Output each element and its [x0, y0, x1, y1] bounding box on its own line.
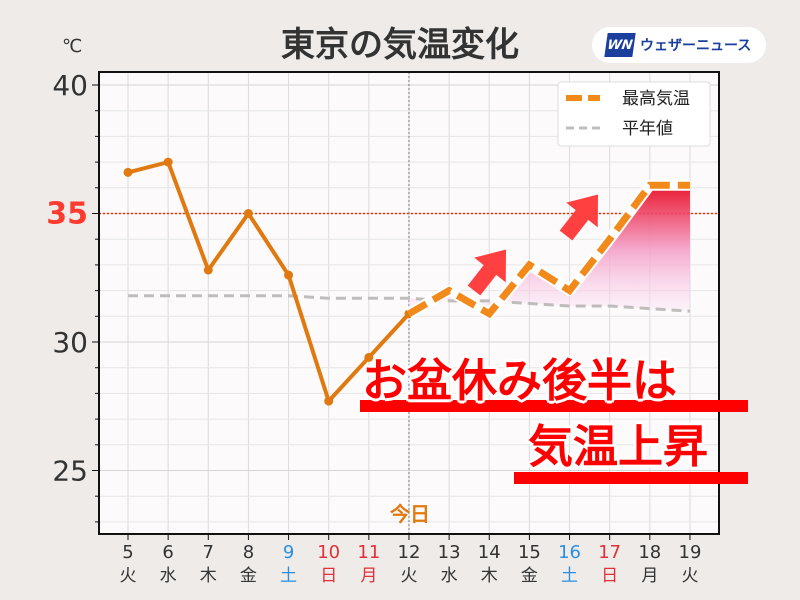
y-tick-label: 35: [46, 197, 88, 232]
x-weekday-label: 土: [280, 566, 297, 586]
observed-point: [243, 209, 253, 218]
x-weekday-label: 火: [400, 566, 417, 586]
x-weekday-label: 土: [561, 566, 578, 586]
x-tick-label: 8: [243, 542, 254, 563]
normal-temperature-line: [128, 294, 691, 313]
x-tick-label: 13: [438, 542, 461, 563]
x-tick-label: 7: [203, 542, 214, 563]
observed-point: [203, 265, 213, 275]
forecast-max-line: [407, 181, 690, 319]
x-tick-label: 5: [122, 542, 133, 563]
today-label: 今日: [390, 502, 430, 526]
plot-frame: [98, 71, 720, 535]
observed-point: [364, 352, 374, 362]
observed-point: [284, 270, 294, 280]
legend-forecast-label: 最高気温: [622, 89, 690, 109]
logo-text: ウェザーニュース: [640, 38, 752, 54]
chart-title: 東京の気温変化: [281, 25, 519, 65]
x-tick-label: 10: [317, 542, 340, 563]
y-tick-label: 40: [52, 69, 88, 102]
x-tick-label: 6: [162, 542, 173, 563]
banner-bar-2: [514, 472, 748, 484]
x-tick-label: 11: [357, 542, 380, 563]
x-tick-label: 17: [598, 542, 621, 563]
legend: 最高気温 平年値: [557, 81, 711, 147]
x-tick-label: 18: [638, 542, 661, 563]
x-tick-label: 19: [679, 542, 702, 563]
banner-bar-1: [360, 400, 748, 412]
x-weekday-label: 火: [120, 566, 137, 586]
logo-mark: WN: [604, 33, 636, 57]
forecast-anomaly-area: [408, 185, 690, 314]
x-weekday-label: 木: [200, 566, 217, 586]
up-arrow-icon: [559, 194, 599, 241]
x-weekday-label: 日: [320, 566, 337, 586]
x-weekday-label: 金: [240, 566, 257, 586]
observed-max-line: [127, 159, 411, 406]
x-weekday-label: 金: [521, 566, 538, 586]
legend-normal-label: 平年値: [622, 119, 673, 139]
x-tick-label: 12: [398, 542, 421, 563]
y-tick-label: 30: [52, 326, 88, 359]
x-weekday-label: 火: [681, 566, 698, 586]
banner-line-2: 気温上昇: [528, 420, 709, 473]
weathernews-logo: WN ウェザーニュース: [592, 27, 766, 63]
observed-point: [123, 167, 133, 177]
x-tick-label: 9: [283, 542, 294, 563]
y-tick-label: 25: [52, 455, 88, 488]
x-weekday-label: 月: [641, 566, 658, 586]
x-tick-label: 15: [518, 542, 541, 563]
x-weekday-label: 日: [601, 566, 618, 586]
observed-point: [324, 396, 334, 406]
x-weekday-label: 水: [160, 566, 177, 586]
banner-line-1: お盆休み後半は: [362, 354, 678, 407]
y-unit-label: ℃: [62, 36, 82, 57]
up-arrow-icon: [467, 249, 507, 296]
x-weekday-label: 月: [360, 566, 377, 586]
x-tick-label: 14: [478, 542, 501, 563]
x-weekday-label: 木: [481, 566, 498, 586]
observed-point: [163, 157, 173, 167]
x-weekday-label: 水: [441, 566, 458, 586]
x-tick-label: 16: [558, 542, 581, 563]
